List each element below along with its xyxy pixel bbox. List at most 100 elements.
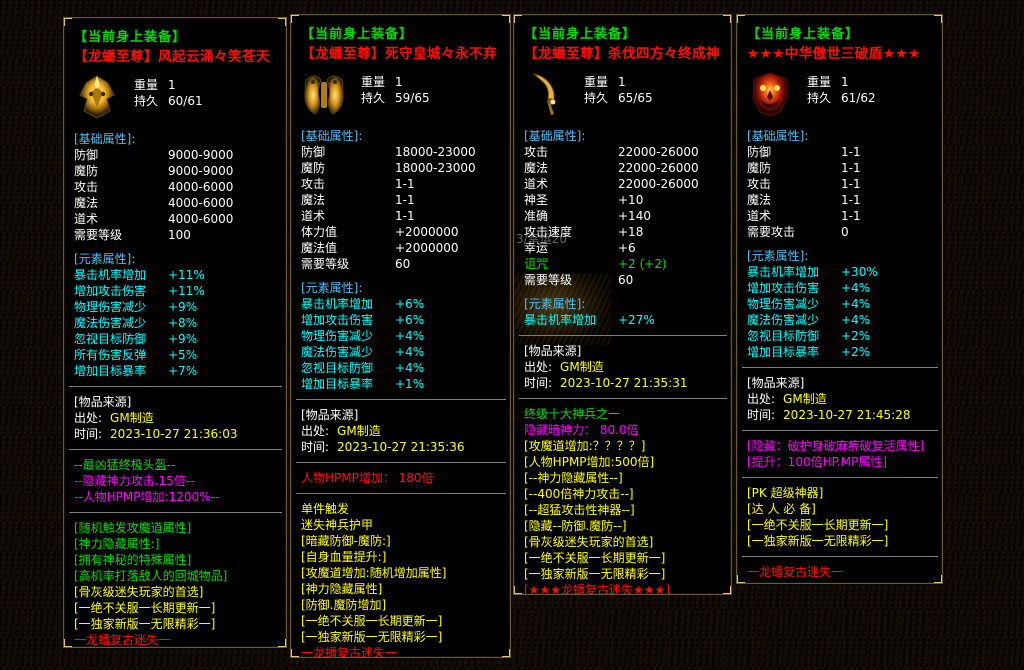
stat-row: 道术 22000-26000	[524, 176, 722, 192]
stat-label: 增加攻击伤害	[301, 313, 374, 327]
durability-label: 持久	[134, 94, 159, 108]
stat-value: +4%	[395, 329, 425, 343]
panel-corner-accent	[723, 586, 731, 594]
stat-value: +4%	[395, 345, 425, 359]
element-stats-header: [元素属性]:	[747, 249, 809, 263]
origin-row: 出处: GM制造	[301, 423, 501, 439]
stat-value: 1-1	[395, 209, 415, 223]
base-stats-header: [基础属性]:	[524, 129, 586, 143]
item-note-line: 一龙蟠复古迷失一	[301, 646, 398, 658]
item-note-line: [隐藏--防御.魔防--]	[524, 519, 627, 533]
time-value: 2023-10-27 21:35:36	[337, 440, 465, 454]
weight-row: 重量 1	[134, 77, 203, 93]
stat-value: +11%	[168, 268, 205, 282]
panel-corner-accent	[291, 649, 299, 657]
element-stat-row: 暴击机率增加 +27%	[524, 312, 722, 328]
stat-label: 增加目标暴率	[74, 364, 147, 378]
stat-row: 魔防 1-1	[747, 160, 933, 176]
stat-value: +7%	[168, 364, 198, 378]
equipment-slot-header: 【当前身上装备】	[301, 27, 414, 42]
stat-label: 增加目标暴率	[301, 377, 374, 391]
stat-value: 4000-6000	[168, 212, 234, 226]
stat-value: 1-1	[841, 193, 861, 207]
element-stat-row: 暴击机率增加 +30%	[747, 264, 933, 280]
item-note-line: --人物HPMP增加:1200%--	[74, 490, 220, 504]
durability-value: 65/65	[618, 91, 653, 105]
stat-value: +4%	[841, 281, 871, 295]
divider	[742, 556, 938, 557]
durability-row: 持久 61/62	[807, 90, 876, 106]
stat-row: 防御 1-1	[747, 144, 933, 160]
panel-corner-accent	[514, 15, 522, 23]
time-row: 时间: 2023-10-27 21:35:36	[301, 439, 501, 455]
panel-corner-accent	[278, 639, 286, 647]
stat-value: 1-1	[395, 193, 415, 207]
origin-label: 出处:	[524, 360, 553, 374]
panel-corner-accent	[514, 586, 522, 594]
item-tooltip-panel: 3/幸运20 【当前身上装备】 【龙蟠至尊】杀伐四方々终成神 重量 1 持久 65/65 [基…	[513, 14, 732, 595]
element-stat-row: 所有伤害反弹 +5%	[74, 347, 277, 363]
dragon-armor-icon	[301, 70, 347, 118]
stat-value: 1-1	[841, 145, 861, 159]
weight-value: 1	[395, 75, 403, 89]
stat-value: 22000-26000	[618, 145, 699, 159]
element-stat-row: 物理伤害减少 +4%	[747, 296, 933, 312]
element-stat-row: 魔法伤害减少 +8%	[74, 315, 277, 331]
origin-row: 出处: GM制造	[747, 391, 933, 407]
golden-sword-icon	[524, 70, 570, 118]
item-note-line: 人物HPMP增加： 180倍	[301, 471, 434, 485]
panel-corner-accent	[723, 15, 731, 23]
tooltip-content: 【当前身上装备】 ★★★中华傲世三破盾★★★ 重量 1 持久 61/62 [基础属性]: 防御…	[737, 15, 942, 583]
equipment-slot-header: 【当前身上装备】	[747, 27, 860, 42]
stat-row: 魔法 1-1	[747, 192, 933, 208]
stat-value: +2%	[841, 329, 871, 343]
base-stats-header: [基础属性]:	[74, 132, 136, 146]
panel-corner-accent	[502, 649, 510, 657]
stat-row: 魔防 18000-23000	[301, 160, 501, 176]
tooltip-content: 【当前身上装备】 【龙蟠至尊】杀伐四方々终成神 重量 1 持久 65/65 [基础属性]: 攻…	[514, 15, 731, 594]
item-name: ★★★中华傲世三破盾★★★	[747, 46, 921, 62]
stat-value: +2000000	[395, 241, 459, 255]
divider	[519, 398, 727, 399]
divider	[69, 449, 282, 450]
stat-value: +5%	[168, 348, 198, 362]
stat-label: 魔法伤害减少	[747, 313, 820, 327]
stat-row: 准确 +140	[524, 208, 722, 224]
item-summary-row: 重量 1 持久 61/62	[747, 70, 933, 120]
item-tooltip-panel: 【当前身上装备】 【龙蟠至尊】风起云涌々笑苍天 重量 1 持久 60/61 [基础属性]: 防…	[63, 17, 287, 648]
stat-label: 暴击机率增加	[747, 265, 820, 279]
stat-value: +10	[618, 193, 644, 207]
weight-durability: 重量 1 持久 65/65	[584, 70, 653, 106]
item-note-line: [--400倍神力攻击--]	[524, 487, 634, 501]
element-stat-row: 增加目标暴率 +2%	[747, 344, 933, 360]
item-note-line: 一龙蟠复古迷失一	[747, 565, 844, 579]
base-stats-header: [基础属性]:	[747, 129, 809, 143]
item-note-line: [一独家新版一无限精彩一]	[524, 567, 666, 581]
element-stats-header: [元素属性]:	[74, 252, 136, 266]
durability-value: 60/61	[168, 94, 203, 108]
stat-value: +18	[618, 225, 644, 239]
stat-label: 神圣	[524, 193, 549, 207]
origin-value: GM制造	[110, 411, 154, 425]
stat-label: 物理伤害减少	[74, 300, 147, 314]
stat-label: 增加目标暴率	[747, 345, 820, 359]
divider	[742, 367, 938, 368]
item-note-line: 迷失神兵护甲	[301, 518, 374, 532]
weight-label: 重量	[584, 75, 609, 89]
time-label: 时间:	[74, 427, 103, 441]
base-stats-header: [基础属性]:	[301, 129, 363, 143]
stat-row: 需要等级 100	[74, 227, 277, 243]
stat-label: 体力值	[301, 225, 338, 239]
stat-value: 60	[395, 257, 411, 271]
tooltip-content: 【当前身上装备】 【龙蟠至尊】死守皇城々永不弃 重量 1 持久 59/65 [基础属性]: 防…	[291, 15, 510, 658]
element-stat-row: 增加攻击伤害 +4%	[747, 280, 933, 296]
divider	[69, 512, 282, 513]
item-note-line: [--超猛攻击性神器--]	[524, 503, 635, 517]
stat-row: 攻击 22000-26000	[524, 144, 722, 160]
item-note-line: [一绝不关服一长期更新一]	[747, 518, 889, 532]
weight-label: 重量	[134, 78, 159, 92]
weight-label: 重量	[807, 75, 832, 89]
stat-value: 1-1	[841, 177, 861, 191]
stat-value: +140	[618, 209, 651, 223]
panel-corner-accent	[64, 639, 72, 647]
